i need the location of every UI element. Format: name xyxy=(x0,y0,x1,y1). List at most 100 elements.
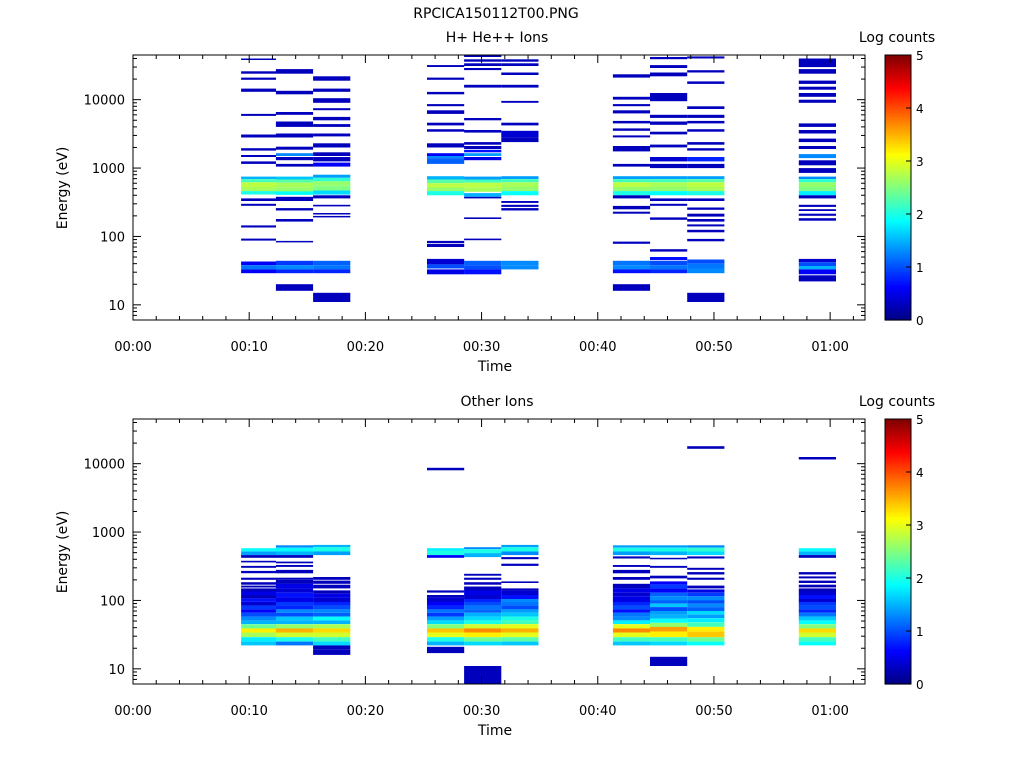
spectrogram-cell xyxy=(798,99,836,103)
colorbar-step xyxy=(885,648,911,652)
colorbar-step xyxy=(885,158,911,162)
spectrogram-cell xyxy=(275,146,314,150)
spectrogram-cell xyxy=(501,182,539,187)
spectrogram-cell xyxy=(687,592,725,597)
spectrogram-cell xyxy=(687,622,725,627)
spectrogram-cell xyxy=(687,547,725,552)
spectrogram-cell xyxy=(313,195,351,199)
colorbar-step xyxy=(885,271,911,275)
axes: 00:00 00:10 00:20 00:30 00:40 00:50 01:00 10 100… xyxy=(84,55,865,355)
colorbar-step xyxy=(885,469,911,473)
spectrogram-cell xyxy=(798,605,836,610)
colorbar-step xyxy=(885,443,911,447)
colorbar-step xyxy=(885,169,911,173)
spectrogram-cell xyxy=(241,582,276,585)
colorbar-step xyxy=(885,110,911,114)
colorbar-step xyxy=(885,304,911,308)
colorbar-step xyxy=(885,225,911,228)
spectrogram-cell xyxy=(650,584,688,589)
spectrogram-cell xyxy=(464,628,502,633)
spectrogram-cell xyxy=(275,153,314,156)
colorbar-step xyxy=(885,628,911,632)
colorbar-step xyxy=(885,103,911,107)
y-axis-label: Energy (eV) xyxy=(55,147,71,230)
colorbar-step xyxy=(885,264,911,268)
spectrogram-cell xyxy=(275,163,314,167)
spectrogram-cell xyxy=(687,142,725,145)
colorbar-step xyxy=(885,280,911,284)
spectrogram-cell xyxy=(650,557,688,560)
colorbar-step xyxy=(885,306,911,310)
colorbar-step xyxy=(885,452,911,455)
colorbar-step xyxy=(885,600,911,603)
spectrogram-cell xyxy=(427,637,465,642)
colorbar-step xyxy=(885,123,911,127)
spectrogram-cell xyxy=(501,581,539,583)
spectrogram-cell xyxy=(427,597,465,602)
spectrogram-cell xyxy=(275,284,314,291)
colorbar-step xyxy=(885,108,911,111)
spectrogram-cell xyxy=(427,122,465,126)
spectrogram-cell xyxy=(501,208,539,211)
colorbar-step xyxy=(885,293,911,297)
spectrogram-cell xyxy=(427,156,465,158)
colorbar-step xyxy=(885,615,911,619)
colorbar-step xyxy=(885,491,911,495)
spectrogram-cell xyxy=(275,69,314,74)
plot-frame xyxy=(132,54,866,321)
spectrogram-cell xyxy=(464,153,502,156)
spectrogram-cell xyxy=(427,153,465,156)
spectrogram-cell xyxy=(241,555,276,558)
colorbar-step xyxy=(885,315,911,319)
spectrogram-cell xyxy=(275,616,314,621)
spectrogram-cell xyxy=(650,637,688,642)
colorbar-step xyxy=(885,589,911,592)
spectrogram-cell xyxy=(687,626,725,632)
spectrogram-cell xyxy=(313,544,351,548)
spectrogram-cell xyxy=(275,632,314,638)
spectrogram-cell xyxy=(798,93,836,97)
colorbar-step xyxy=(885,284,911,288)
spectrogram-cell xyxy=(798,262,836,266)
colorbar-step xyxy=(885,127,911,131)
spectrogram-cell xyxy=(687,611,725,615)
colorbar-step xyxy=(885,432,911,436)
spectrogram-cell xyxy=(275,208,314,211)
colorbar-step xyxy=(885,119,911,122)
colorbar-step xyxy=(885,591,911,595)
colorbar-step xyxy=(885,88,911,91)
spectrogram-cell xyxy=(798,637,836,642)
colorbar-step xyxy=(885,547,911,550)
colorbar-step xyxy=(885,231,911,235)
colorbar-step xyxy=(885,533,911,537)
colorbar-step xyxy=(885,531,911,535)
spectrogram-cell xyxy=(275,628,314,633)
x-tick-label: 00:10 xyxy=(230,340,267,355)
spectrogram-cell xyxy=(687,56,725,59)
colorbar-step xyxy=(885,178,911,182)
colorbar-step xyxy=(885,454,911,458)
spectrogram-cell xyxy=(612,96,651,100)
spectrogram-cell xyxy=(427,628,465,633)
spectrogram-cell xyxy=(464,599,502,602)
colorbar-step xyxy=(885,194,911,197)
spectrogram-cell xyxy=(501,590,539,595)
spectrogram-cell xyxy=(313,612,351,617)
colorbar-step xyxy=(885,99,911,102)
colorbar-step xyxy=(885,584,911,588)
spectrogram-cell xyxy=(313,628,351,633)
spectrogram-cell xyxy=(313,609,351,613)
spectrogram-cell xyxy=(427,550,465,556)
plot-frame xyxy=(132,418,866,685)
spectrogram-cell xyxy=(650,269,688,274)
spectrogram-cell xyxy=(427,555,465,558)
colorbar-step xyxy=(885,595,911,599)
spectrogram-cell xyxy=(687,179,725,183)
colorbar-step xyxy=(885,617,911,621)
colorbar-step xyxy=(885,308,911,312)
spectrogram-cell xyxy=(427,110,465,114)
colorbar-step xyxy=(885,518,911,522)
spectrogram-cell xyxy=(687,148,725,151)
colorbar-label: Log counts xyxy=(859,394,935,410)
spectrogram-cell xyxy=(427,240,465,243)
